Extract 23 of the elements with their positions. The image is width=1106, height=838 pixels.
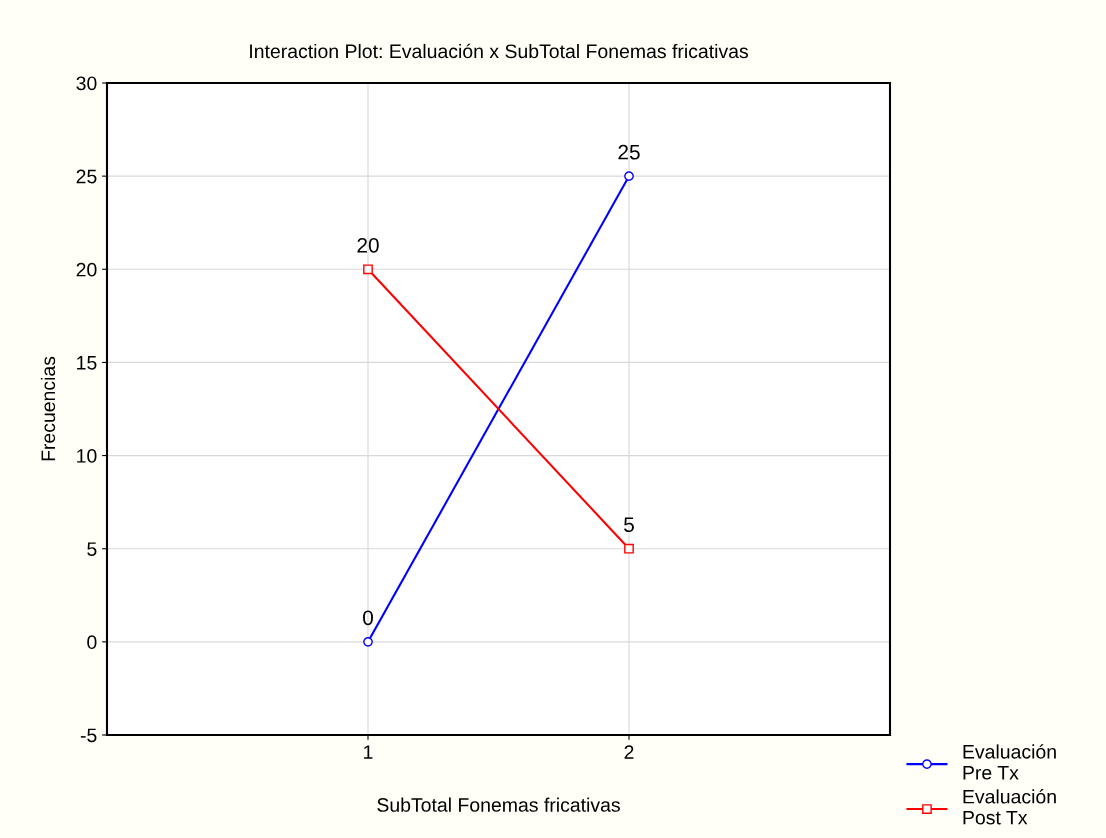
legend-label: Evaluación Post Tx bbox=[963, 789, 1056, 825]
y-tick-label: 25 bbox=[76, 169, 97, 184]
x-axis-title: SubTotal Fonemas fricativas bbox=[377, 797, 620, 812]
point bbox=[363, 636, 373, 647]
y-tick-label: 10 bbox=[77, 449, 97, 463]
y-tick-label: 30 bbox=[76, 76, 97, 91]
y-tick-label: 5 bbox=[87, 542, 97, 556]
y-tick-label: 15 bbox=[77, 356, 97, 370]
data-label: 0 bbox=[363, 610, 373, 626]
x-tick-label: 2 bbox=[624, 745, 634, 759]
data-label: 20 bbox=[357, 237, 379, 253]
legend-label: Evaluación Pre Tx bbox=[963, 744, 1056, 780]
data-label: 5 bbox=[624, 517, 634, 533]
chart-title: Interaction Plot: Evaluación x SubTotal Fonemas fricativas bbox=[250, 43, 749, 59]
point bbox=[624, 171, 634, 182]
y-axis-title: Frecuencias bbox=[40, 356, 56, 461]
data-label: 25 bbox=[618, 144, 640, 160]
y-tick-label: 20 bbox=[76, 262, 97, 277]
point bbox=[363, 264, 373, 275]
y-tick-label: 0 bbox=[87, 635, 97, 650]
point bbox=[624, 543, 634, 554]
x-tick-label: 1 bbox=[364, 745, 373, 759]
y-tick-label: -5 bbox=[80, 728, 97, 743]
